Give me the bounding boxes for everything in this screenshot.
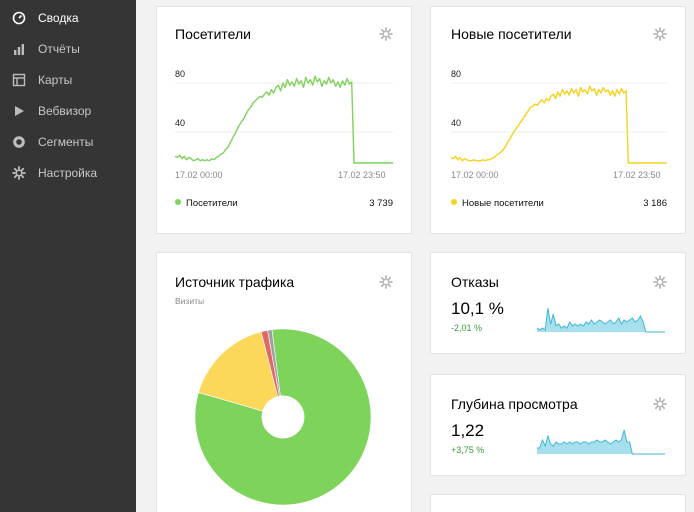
sidebar-item-label: Сегменты: [38, 135, 94, 149]
bar-chart-icon: [14, 44, 24, 55]
depth-sparkline: [537, 429, 665, 455]
sidebar-item-settings[interactable]: Настройка: [0, 161, 136, 187]
visitors-line-chart: [175, 75, 393, 164]
bounces-series: [537, 307, 665, 333]
widget-title: Источник трафика: [175, 274, 295, 290]
widget-title: Глубина просмотра: [451, 396, 578, 412]
widget-title: Новые посетители: [451, 26, 572, 42]
x-axis-end-label: 17.02 23:50: [338, 170, 386, 180]
additional-widget: [430, 494, 686, 512]
sidebar-item-reports[interactable]: Отчёты: [0, 37, 136, 63]
gear-icon[interactable]: [653, 397, 667, 411]
legend-label: Посетители: [186, 198, 238, 209]
page-depth-widget: Глубина просмотра 1,22 +3,75 %: [430, 374, 686, 476]
dashboard-icon: [12, 11, 26, 25]
new-visitors-series-line: [451, 85, 667, 164]
gear-icon[interactable]: [653, 275, 667, 289]
metric-delta: +3,75 %: [451, 445, 485, 455]
new-visitors-widget: Новые посетители 80 40 17.02 00:00 17.02…: [430, 6, 686, 234]
y-tick-label: 80: [175, 69, 186, 79]
metric-value: 1,22: [451, 421, 485, 440]
gear-icon: [12, 166, 26, 180]
legend-item[interactable]: Новые посетители: [451, 198, 544, 209]
legend-label: Новые посетители: [462, 198, 544, 209]
widget-title: Посетители: [175, 26, 251, 42]
segments-icon: [13, 136, 25, 148]
widget-title: Отказы: [451, 274, 499, 290]
y-tick-label: 40: [451, 118, 462, 128]
depth-series: [537, 429, 665, 455]
map-icon: [12, 73, 26, 87]
legend-total: 3 186: [643, 198, 667, 209]
traffic-source-widget: Источник трафика Визиты: [156, 252, 412, 512]
gear-icon[interactable]: [379, 275, 393, 289]
sidebar-item-webvisor[interactable]: Вебвизор: [0, 99, 136, 125]
y-tick-label: 40: [175, 118, 186, 128]
metric-value: 10,1 %: [451, 299, 504, 318]
sidebar-item-label: Карты: [38, 73, 73, 87]
sidebar-item-label: Вебвизор: [38, 104, 92, 118]
sidebar-item-label: Настройка: [38, 166, 98, 180]
x-axis-start-label: 17.02 00:00: [175, 170, 223, 180]
sidebar-item-maps[interactable]: Карты: [0, 68, 136, 94]
play-icon: [15, 106, 24, 116]
bounce-rate-widget: Отказы 10,1 % -2,01 %: [430, 252, 686, 354]
sidebar-item-segments[interactable]: Сегменты: [0, 130, 136, 156]
y-tick-label: 80: [451, 69, 462, 79]
pie-slice-1[interactable]: [198, 331, 284, 418]
metric-delta: -2,01 %: [451, 323, 483, 333]
legend-dot: [175, 199, 181, 205]
gear-icon[interactable]: [379, 27, 393, 41]
sidebar-item-summary[interactable]: Сводка: [0, 6, 136, 32]
bounce-sparkline: [537, 307, 665, 333]
widget-subtitle: Визиты: [175, 296, 205, 306]
sidebar: Сводка Отчёты Карты Вебвизор Сегменты: [0, 0, 136, 512]
pie-slice-3[interactable]: [267, 329, 284, 418]
legend-total: 3 739: [369, 198, 393, 209]
traffic-donut-chart: [195, 329, 371, 505]
x-axis-start-label: 17.02 00:00: [451, 170, 499, 180]
legend-dot: [451, 199, 457, 205]
visitors-series-line: [175, 75, 393, 164]
bounces-series-area: [537, 308, 646, 332]
x-axis-end-label: 17.02 23:50: [613, 170, 661, 180]
new-visitors-line-chart: [451, 82, 667, 164]
visitors-widget: Посетители 80 40 17.02 00:00 17.02 23:50…: [156, 6, 412, 234]
legend-item[interactable]: Посетители: [175, 198, 238, 209]
sidebar-item-label: Сводка: [38, 11, 79, 25]
gear-icon[interactable]: [653, 27, 667, 41]
donut-hole: [261, 395, 305, 439]
sidebar-item-label: Отчёты: [38, 42, 80, 56]
